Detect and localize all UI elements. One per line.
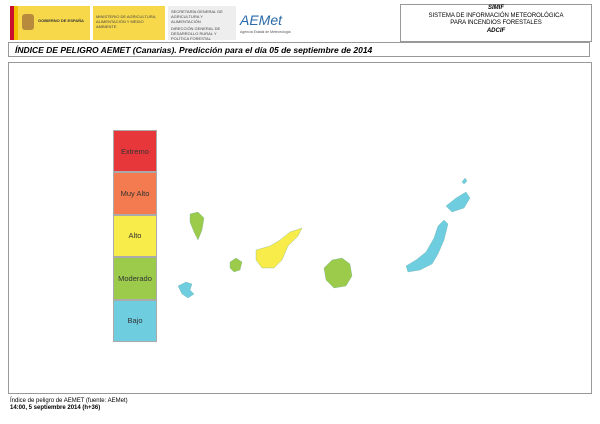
legend-level: Alto [113,214,157,258]
legend-label: Alto [128,231,142,241]
footer: Índice de peligro de AEMET (fuente: AEMe… [10,398,128,412]
directorate-name: DIRECCIÓN GENERAL DE DESARROLLO RURAL Y … [171,26,221,41]
legend-level: Bajo [113,299,157,342]
agency-subtitle: Agencia Estatal de Meteorología [240,30,291,34]
tenerife [255,227,303,269]
lanzarote [445,191,471,213]
legend: Extremo Muy Alto Alto Moderado Bajo [113,130,157,342]
agency-logo: AEMet [240,12,283,28]
run-time: 14:00, 5 septiembre 2014 (h+36) [10,405,101,411]
legend-level: Extremo [113,130,157,173]
secretariat-name: SECRETARÍA GENERAL DE AGRICULTURA Y ALIM… [171,9,223,24]
government-name: GOBIERNO DE ESPAÑA [38,18,84,23]
legend-label: Moderado [118,273,152,283]
la-graciosa [461,177,468,185]
ministry-name: MINISTERIO DE AGRICULTURA, ALIMENTACIÓN … [93,6,165,40]
legend-label: Extremo [121,146,149,156]
la-gomera [229,257,243,273]
system-box: SIMIF SISTEMA DE INFORMACIÓN METEOROLÓGI… [400,4,592,42]
system-code: ADCIF [486,27,506,34]
government-logo: GOBIERNO DE ESPAÑA [10,6,90,40]
map-panel [8,62,592,394]
secretariat-block: SECRETARÍA GENERAL DE AGRICULTURA Y ALIM… [168,6,236,41]
legend-level: Muy Alto [113,172,157,215]
source-note: Índice de peligro de AEMET (fuente: AEMe… [10,398,128,404]
system: SIMIF [488,5,504,11]
legend-level: Moderado [113,257,157,300]
legend-label: Bajo [127,316,143,326]
gran-canaria [323,257,353,289]
map-title: ÍNDICE DE PELIGRO AEMET (Canarias). Pred… [8,42,590,57]
legend-label: Muy Alto [120,189,150,199]
la-palma [189,211,205,241]
el-hierro [177,281,195,299]
fuerteventura [405,219,449,273]
system-name: SISTEMA DE INFORMACIÓN METEOROLÓGICA PAR… [428,12,564,27]
